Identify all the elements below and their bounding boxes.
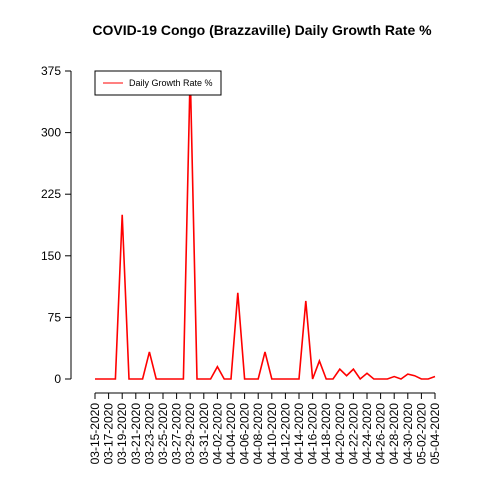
x-tick-label: 04-24-2020: [360, 403, 374, 465]
x-tick-label: 05-04-2020: [428, 403, 442, 465]
x-tick-label: 04-10-2020: [265, 403, 279, 465]
y-tick-label: 300: [41, 126, 61, 140]
x-tick-label: 04-16-2020: [306, 403, 320, 465]
x-tick-label: 04-04-2020: [224, 403, 238, 465]
x-tick-label: 04-08-2020: [251, 403, 265, 465]
x-tick-label: 04-02-2020: [210, 403, 224, 465]
data-line: [95, 70, 436, 381]
x-tick-label: 04-26-2020: [374, 403, 388, 465]
x-tick-label: 03-21-2020: [129, 403, 143, 465]
x-tick-label: 04-18-2020: [319, 403, 333, 465]
x-tick-label: 03-23-2020: [142, 403, 156, 465]
x-tick-label: 03-15-2020: [88, 403, 102, 465]
x-tick-label: 03-27-2020: [170, 403, 184, 465]
x-tick-label: 05-02-2020: [414, 403, 428, 465]
x-tick-label: 04-12-2020: [278, 403, 292, 465]
x-tick-label: 03-31-2020: [197, 403, 211, 465]
y-tick-label: 225: [41, 187, 61, 201]
legend-label: Daily Growth Rate %: [129, 78, 213, 88]
x-tick-label: 03-25-2020: [156, 403, 170, 465]
x-tick-label: 04-06-2020: [238, 403, 252, 465]
x-tick-label: 04-28-2020: [387, 403, 401, 465]
y-tick-label: 0: [54, 372, 61, 386]
y-tick-label: 375: [41, 64, 61, 78]
x-tick-label: 03-29-2020: [183, 403, 197, 465]
y-tick-label: 75: [48, 310, 62, 324]
x-tick-label: 04-30-2020: [401, 403, 415, 465]
x-tick-label: 03-19-2020: [115, 403, 129, 465]
chart-title: COVID-19 Congo (Brazzaville) Daily Growt…: [92, 22, 432, 38]
x-tick-label: 03-17-2020: [102, 403, 116, 465]
x-tick-label: 04-22-2020: [346, 403, 360, 465]
x-tick-label: 04-20-2020: [333, 403, 347, 465]
x-tick-label: 04-14-2020: [292, 403, 306, 465]
y-tick-label: 150: [41, 249, 61, 263]
